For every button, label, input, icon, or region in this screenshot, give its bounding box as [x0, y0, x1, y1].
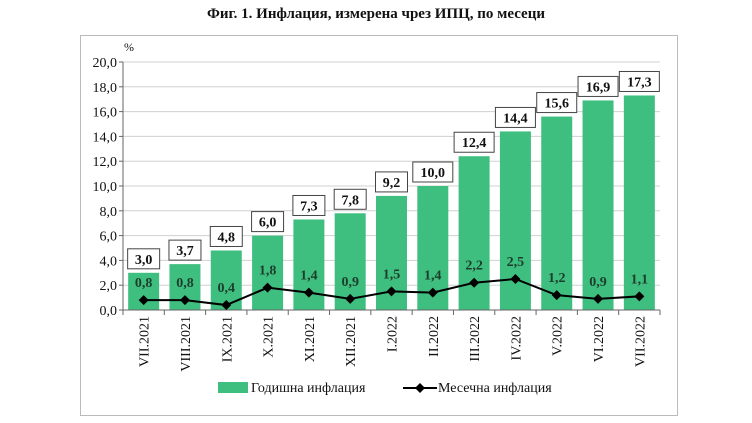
bar-data-label: 9,2 — [383, 176, 401, 191]
bar-data-label: 7,8 — [341, 193, 359, 208]
legend-line-label: Месечна инфлация — [438, 381, 552, 396]
line-data-label: 1,2 — [548, 271, 566, 286]
bar-label-box — [453, 131, 495, 153]
line-marker — [427, 287, 438, 298]
y-tick-label: 10,0 — [93, 180, 118, 195]
y-tick-label: 4,0 — [100, 254, 118, 269]
bar-data-label: 12,4 — [462, 136, 487, 151]
chart-title: Фиг. 1. Инфлация, измерена чрез ИПЦ, по … — [207, 6, 545, 22]
y-axis-label: % — [124, 40, 134, 54]
line-marker — [551, 290, 562, 301]
bar — [623, 95, 655, 310]
line-marker — [469, 277, 480, 288]
bar-label-box — [577, 75, 619, 97]
x-tick-label: VI.2022 — [592, 316, 607, 362]
bar-data-label: 16,9 — [586, 80, 611, 95]
y-tick-label: 6,0 — [100, 230, 118, 245]
x-tick-label: XI.2021 — [303, 316, 318, 362]
y-tick-label: 0,0 — [100, 304, 118, 319]
bar-data-label: 3,7 — [176, 244, 194, 259]
y-tick-label: 8,0 — [100, 205, 118, 220]
bar-label-box — [292, 194, 326, 216]
line-data-label: 0,8 — [176, 276, 194, 291]
bar-label-box — [536, 92, 578, 114]
bar — [582, 100, 614, 310]
bar-data-label: 7,3 — [300, 199, 318, 214]
bar-data-label: 15,6 — [544, 97, 569, 112]
legend-bar-swatch — [218, 382, 248, 393]
bar-label-box — [412, 161, 454, 183]
bar-data-label: 3,0 — [135, 253, 153, 268]
line-data-label: 2,2 — [465, 259, 483, 274]
y-tick-label: 12,0 — [93, 155, 118, 170]
y-tick-label: 20,0 — [93, 56, 118, 71]
bar-data-label: 10,0 — [421, 166, 446, 181]
x-tick-label: X.2021 — [262, 316, 277, 358]
line-data-label: 0,8 — [135, 276, 153, 291]
x-tick-label: III.2022 — [468, 316, 483, 362]
bar-data-label: 6,0 — [259, 216, 277, 231]
bar-label-box — [251, 211, 285, 233]
line-data-label: 2,5 — [507, 255, 525, 270]
bar — [252, 235, 284, 310]
y-tick-label: 14,0 — [93, 130, 118, 145]
y-tick-label: 2,0 — [100, 279, 118, 294]
line-marker — [510, 274, 521, 284]
legend-line-marker — [415, 383, 425, 393]
bar-label-box — [375, 171, 408, 193]
line-marker — [303, 287, 314, 298]
y-tick-label: 16,0 — [93, 106, 118, 121]
x-tick-label: IV.2022 — [509, 316, 524, 360]
x-tick-label: V.2022 — [551, 316, 566, 356]
bar-label-box — [209, 225, 243, 247]
bar-label-box — [618, 70, 660, 92]
line-marker — [345, 293, 356, 304]
line-data-label: 0,4 — [218, 281, 236, 296]
line-marker — [262, 282, 273, 293]
bar-data-label: 17,3 — [627, 75, 652, 90]
x-tick-label: IX.2021 — [220, 316, 235, 362]
line-marker — [179, 295, 190, 306]
line-marker — [386, 286, 397, 297]
line-marker — [221, 300, 232, 311]
x-tick-label: II.2022 — [427, 316, 442, 357]
x-tick-label: VII.2022 — [633, 316, 648, 367]
bar-label-box — [168, 239, 202, 261]
x-tick-label: VII.2021 — [138, 316, 153, 367]
bar-data-label: 4,8 — [218, 230, 236, 245]
y-tick-label: 18,0 — [93, 81, 118, 96]
legend-bar-label: Годишна инфлация — [251, 381, 366, 396]
line-data-label: 0,9 — [341, 275, 359, 290]
line-data-label: 1,1 — [631, 272, 649, 287]
line-marker — [593, 293, 604, 304]
x-tick-label: I.2022 — [386, 316, 401, 352]
line-data-label: 1,8 — [259, 264, 277, 279]
line-data-label: 1,4 — [300, 269, 318, 284]
line-data-label: 0,9 — [589, 275, 607, 290]
line-marker — [138, 295, 149, 306]
line-data-label: 1,5 — [383, 267, 401, 282]
line-data-label: 1,4 — [424, 269, 442, 284]
bar-label-box — [494, 106, 536, 128]
x-tick-label: XII.2021 — [344, 316, 359, 367]
bar-label-box — [333, 188, 367, 210]
line-marker — [634, 291, 645, 302]
chart-frame — [80, 35, 678, 416]
x-tick-label: VIII.2021 — [179, 316, 194, 372]
bar — [541, 116, 573, 310]
bar-label-box — [127, 248, 161, 270]
bar-data-label: 14,4 — [503, 111, 528, 126]
